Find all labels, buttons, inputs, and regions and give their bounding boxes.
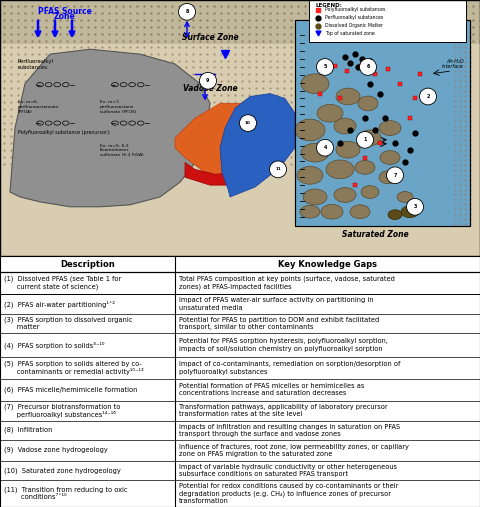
Text: (6)  PFAS micelle/hemimicelle formation: (6) PFAS micelle/hemimicelle formation bbox=[4, 386, 137, 393]
Text: (1)  Dissolved PFAS (see Table 1 for
      current state of science): (1) Dissolved PFAS (see Table 1 for curr… bbox=[4, 276, 121, 290]
Text: (2)  PFAS air-water partitioning¹˄²: (2) PFAS air-water partitioning¹˄² bbox=[4, 300, 115, 308]
Ellipse shape bbox=[355, 161, 375, 174]
Text: Ex: m=6,
perfluorooctanoate
(PFOA): Ex: m=6, perfluorooctanoate (PFOA) bbox=[18, 100, 60, 114]
Ellipse shape bbox=[388, 210, 402, 220]
Ellipse shape bbox=[303, 189, 327, 205]
Text: Transformation pathways, applicability of laboratory precursor
transformation ra: Transformation pathways, applicability o… bbox=[179, 404, 388, 417]
Text: (11)  Transition from reducing to oxic
        conditions⁷˄¹⁰: (11) Transition from reducing to oxic co… bbox=[4, 486, 127, 500]
Text: Potential for PFAS sorption hysteresis, polyfluoroalkyl sorption,
impacts of soi: Potential for PFAS sorption hysteresis, … bbox=[179, 338, 388, 351]
Ellipse shape bbox=[350, 205, 370, 219]
Text: Surface Zone: Surface Zone bbox=[182, 33, 238, 42]
Circle shape bbox=[386, 167, 404, 184]
Ellipse shape bbox=[397, 192, 413, 202]
Text: Ex: m=5, 6:2
fluorotelomer
sulfonate (6:2 FtSA): Ex: m=5, 6:2 fluorotelomer sulfonate (6:… bbox=[100, 144, 144, 157]
Text: (4)  PFAS sorption to solids³⁻¹⁰: (4) PFAS sorption to solids³⁻¹⁰ bbox=[4, 341, 104, 349]
Ellipse shape bbox=[297, 166, 323, 184]
Ellipse shape bbox=[334, 118, 356, 134]
Text: 1: 1 bbox=[363, 137, 367, 142]
Text: Polyfluoroalkyl substances: Polyfluoroalkyl substances bbox=[325, 7, 385, 12]
Ellipse shape bbox=[379, 121, 401, 135]
Text: (9)  Vadose zone hydrogeology: (9) Vadose zone hydrogeology bbox=[4, 447, 108, 453]
Text: Impact of variable hydraulic conductivity or other heterogeneous
subsurface cond: Impact of variable hydraulic conductivit… bbox=[179, 464, 397, 477]
Circle shape bbox=[269, 161, 287, 178]
Text: Perfluoroalkyl substances: Perfluoroalkyl substances bbox=[325, 15, 383, 20]
Text: (7)  Precursor biotransformation to
      perfluoroalkyl substances¹⁴⁻¹⁶: (7) Precursor biotransformation to perfl… bbox=[4, 403, 120, 418]
Text: Potential for PFAS to partition to DOM and exhibit facilitated
transport, simila: Potential for PFAS to partition to DOM a… bbox=[179, 317, 379, 330]
Ellipse shape bbox=[358, 96, 378, 111]
Text: Perfluoroalkyl
substances:: Perfluoroalkyl substances: bbox=[18, 59, 54, 70]
Ellipse shape bbox=[321, 204, 343, 219]
Text: (8)  Infiltration: (8) Infiltration bbox=[4, 427, 52, 433]
Text: 5: 5 bbox=[324, 64, 327, 69]
Ellipse shape bbox=[301, 143, 329, 162]
Text: 3: 3 bbox=[413, 204, 417, 209]
Text: Polyfluoroalkyl substance (precursor):: Polyfluoroalkyl substance (precursor): bbox=[18, 130, 110, 135]
Text: 11: 11 bbox=[275, 167, 281, 171]
Ellipse shape bbox=[361, 186, 379, 198]
Ellipse shape bbox=[300, 205, 320, 218]
Ellipse shape bbox=[336, 88, 360, 105]
Text: LEGEND:: LEGEND: bbox=[315, 3, 342, 8]
Text: 4: 4 bbox=[324, 145, 327, 150]
Text: Potential for redox conditions caused by co-contaminants or their
degradation pr: Potential for redox conditions caused by… bbox=[179, 483, 398, 504]
Ellipse shape bbox=[317, 104, 343, 122]
Circle shape bbox=[240, 115, 256, 131]
Text: Saturated Zone: Saturated Zone bbox=[342, 230, 408, 239]
Circle shape bbox=[360, 59, 376, 76]
Circle shape bbox=[200, 73, 216, 89]
Text: Vadose Zone: Vadose Zone bbox=[183, 84, 237, 93]
Polygon shape bbox=[375, 0, 416, 2]
Text: (10)  Saturated zone hydrogeology: (10) Saturated zone hydrogeology bbox=[4, 467, 120, 474]
Text: 7: 7 bbox=[393, 173, 396, 178]
Text: 10: 10 bbox=[245, 121, 251, 125]
Text: Potential formation of PFAS micelles or hemimicelles as
concentrations increase : Potential formation of PFAS micelles or … bbox=[179, 383, 364, 396]
Text: 6: 6 bbox=[366, 64, 370, 69]
Text: (3)  PFAS sorption to dissolved organic
      matter: (3) PFAS sorption to dissolved organic m… bbox=[4, 316, 132, 330]
Ellipse shape bbox=[295, 119, 325, 141]
Ellipse shape bbox=[380, 151, 400, 164]
Text: Ex: m=7,
perfluorooctane
sulfonate (PFOS): Ex: m=7, perfluorooctane sulfonate (PFOS… bbox=[100, 100, 136, 114]
Text: Impact of PFAS water-air surface activity on partitioning in
unsaturated media: Impact of PFAS water-air surface activit… bbox=[179, 297, 373, 310]
Polygon shape bbox=[220, 94, 295, 197]
Circle shape bbox=[179, 4, 195, 20]
Circle shape bbox=[357, 131, 373, 148]
Ellipse shape bbox=[336, 141, 360, 158]
Text: 8: 8 bbox=[185, 9, 189, 14]
Circle shape bbox=[407, 198, 423, 215]
Circle shape bbox=[316, 59, 334, 76]
Ellipse shape bbox=[359, 130, 381, 146]
Circle shape bbox=[316, 139, 334, 156]
Circle shape bbox=[420, 88, 436, 105]
Text: Influence of fractures, root zone, low permeability zones, or capillary
zone on : Influence of fractures, root zone, low p… bbox=[179, 444, 409, 457]
Ellipse shape bbox=[401, 206, 419, 218]
Ellipse shape bbox=[301, 74, 329, 94]
Text: Total PFAS composition at key points (surface, vadose, saturated
zones) at PFAS-: Total PFAS composition at key points (su… bbox=[179, 276, 395, 290]
FancyBboxPatch shape bbox=[309, 0, 466, 43]
Text: Air-H₂O
interface: Air-H₂O interface bbox=[442, 59, 464, 69]
Text: Key Knowledge Gaps: Key Knowledge Gaps bbox=[278, 260, 377, 269]
Text: Zone: Zone bbox=[54, 12, 76, 21]
FancyBboxPatch shape bbox=[0, 256, 480, 507]
Text: Impact of co-contaminants, remediation on sorption/desorption of
polyfluoroalkyl: Impact of co-contaminants, remediation o… bbox=[179, 361, 400, 375]
Bar bbox=[378, 2, 413, 29]
Text: Top of saturated zone: Top of saturated zone bbox=[325, 31, 375, 36]
Polygon shape bbox=[10, 49, 210, 207]
Text: Impacts of infiltration and resulting changes in saturation on PFAS
transport th: Impacts of infiltration and resulting ch… bbox=[179, 423, 400, 437]
Text: Dissolved Organic Matter: Dissolved Organic Matter bbox=[325, 23, 383, 28]
Ellipse shape bbox=[379, 171, 397, 184]
Text: 9: 9 bbox=[206, 78, 210, 83]
Text: (5)  PFAS sorption to solids altered by co-
      contaminants or remedial activ: (5) PFAS sorption to solids altered by c… bbox=[4, 360, 144, 376]
Ellipse shape bbox=[326, 160, 354, 179]
Text: 2: 2 bbox=[426, 94, 430, 99]
Ellipse shape bbox=[334, 188, 356, 202]
Text: Description: Description bbox=[60, 260, 115, 269]
Bar bbox=[295, 20, 470, 227]
Text: PFAS Source: PFAS Source bbox=[38, 7, 92, 16]
Polygon shape bbox=[175, 103, 285, 177]
Bar bbox=[0, 0, 480, 44]
Polygon shape bbox=[185, 162, 280, 185]
